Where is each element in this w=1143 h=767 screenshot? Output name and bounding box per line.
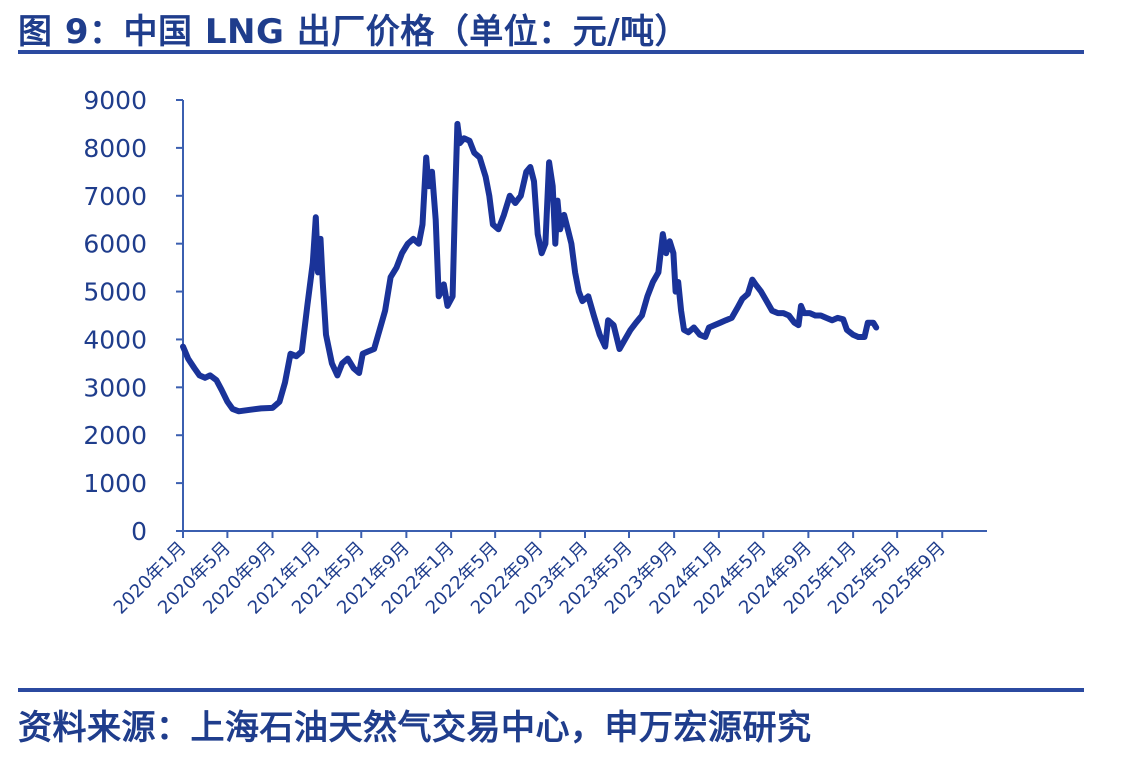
price-series-line	[180, 120, 880, 415]
y-tick-label: 4000	[83, 325, 147, 354]
x-axis: 2020年1月2020年5月2020年9月2021年1月2021年5月2021年…	[110, 530, 987, 618]
source-divider	[18, 688, 1084, 692]
title-divider	[18, 50, 1084, 54]
source-note: 资料来源：上海石油天然气交易中心，申万宏源研究	[18, 708, 812, 748]
y-tick-label: 8000	[83, 134, 147, 163]
y-tick-label: 7000	[83, 182, 147, 211]
series-group	[180, 120, 880, 415]
y-axis: 0 1000 2000 3000 4000 5000 6000 7000 8000 9000	[83, 86, 184, 546]
chart-title: 图 9：中国 LNG 出厂价格（单位：元/吨）	[18, 12, 690, 52]
y-tick-label: 5000	[83, 278, 147, 307]
y-tick-label: 1000	[83, 469, 147, 498]
y-tick-label: 9000	[83, 86, 147, 115]
y-tick-label: 0	[131, 517, 147, 546]
y-tick-label: 2000	[83, 421, 147, 450]
y-tick-label: 3000	[83, 373, 147, 402]
y-tick-label: 6000	[83, 230, 147, 259]
